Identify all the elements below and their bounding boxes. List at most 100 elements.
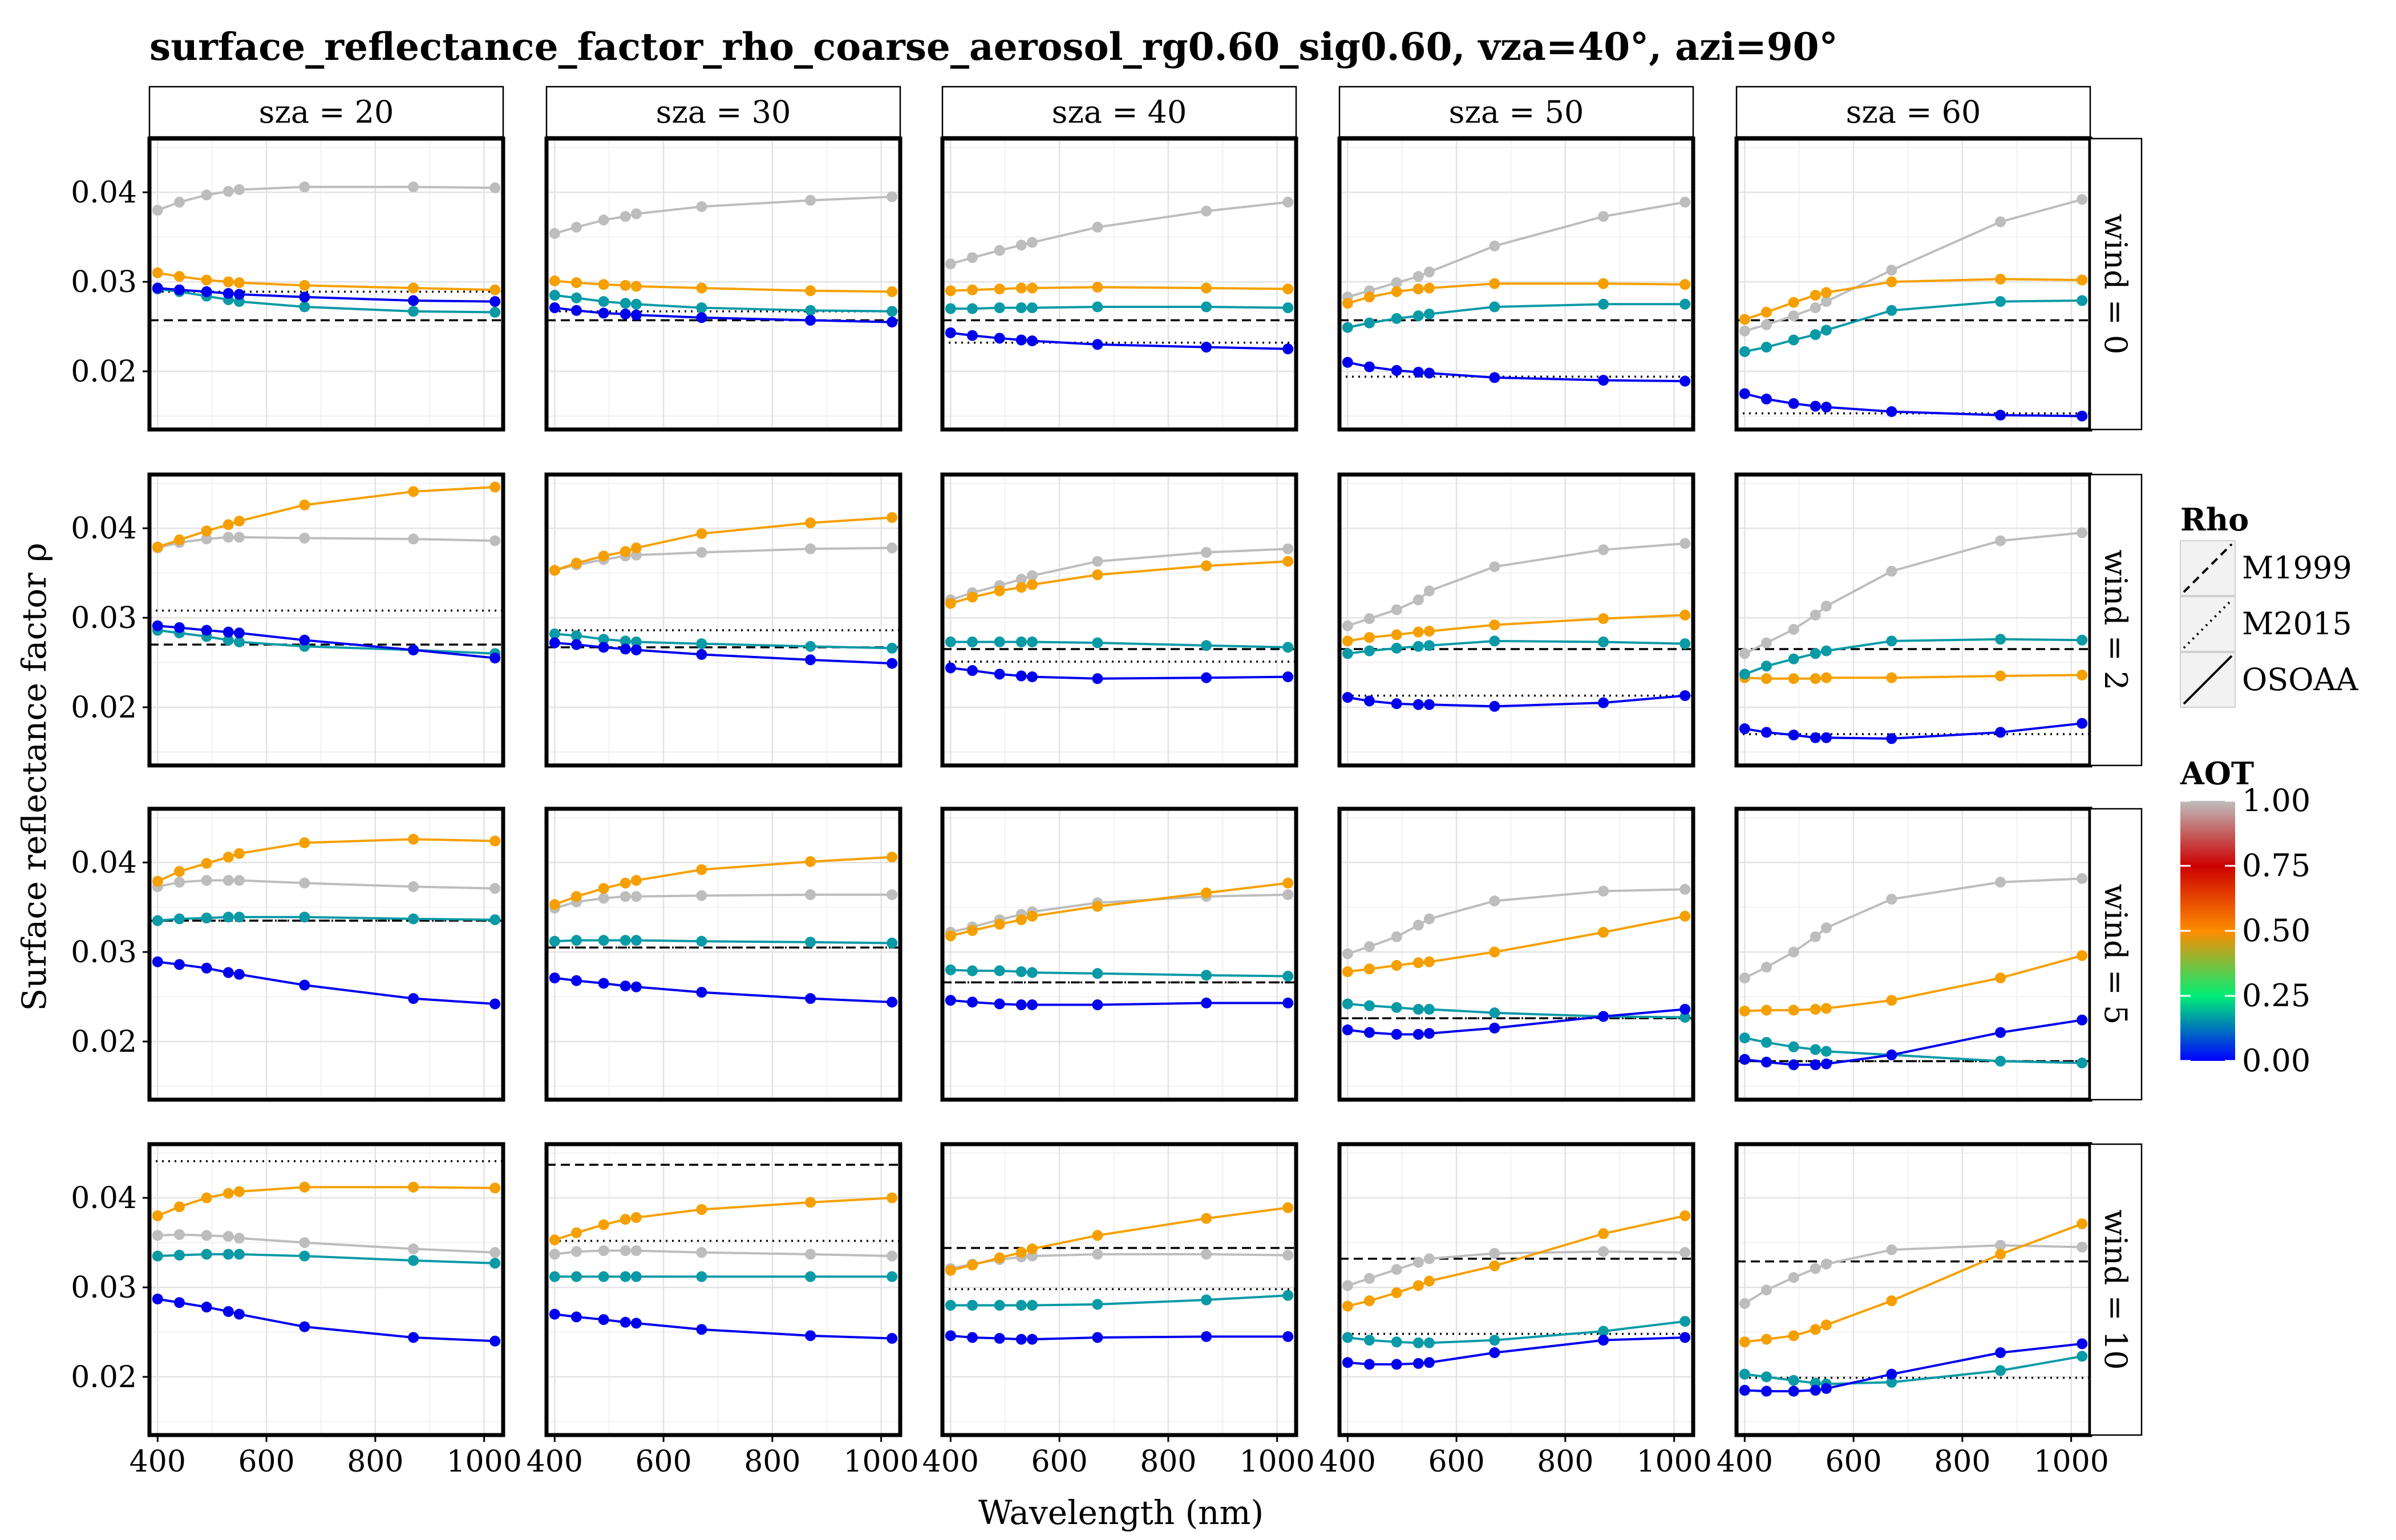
- data-point: [1489, 240, 1500, 252]
- data-point: [233, 911, 245, 923]
- data-point: [1995, 1027, 2006, 1038]
- data-point: [233, 627, 245, 639]
- y-tick-label: 0.02: [71, 691, 137, 725]
- data-point: [1788, 1272, 1799, 1283]
- legend-key-line: [2183, 543, 2233, 593]
- data-point: [1423, 1253, 1435, 1265]
- data-point: [1886, 893, 1897, 905]
- data-point: [1015, 1299, 1027, 1311]
- x-axis-title: Wavelength (nm): [978, 1493, 1264, 1532]
- data-point: [1423, 1357, 1435, 1368]
- data-point: [1342, 998, 1353, 1010]
- data-point: [1820, 402, 1832, 413]
- data-point: [696, 282, 707, 294]
- data-point: [1092, 999, 1103, 1011]
- data-point: [173, 534, 185, 546]
- data-point: [299, 291, 310, 303]
- row-strip-box: [2089, 137, 2143, 431]
- data-point: [630, 208, 642, 220]
- y-tick-label: 0.04: [71, 846, 137, 880]
- data-point: [1886, 406, 1897, 418]
- data-point: [201, 274, 212, 286]
- data-point: [945, 1265, 956, 1276]
- data-point: [598, 550, 609, 562]
- data-point: [620, 877, 631, 889]
- data-point: [1423, 309, 1435, 320]
- data-point: [1026, 910, 1038, 922]
- data-point: [173, 959, 185, 970]
- data-point: [408, 913, 419, 925]
- data-point: [1679, 538, 1691, 549]
- data-point: [1282, 671, 1294, 683]
- data-point: [1995, 1365, 2006, 1376]
- data-point: [233, 1186, 245, 1197]
- data-point: [222, 1231, 234, 1242]
- data-point: [1820, 1319, 1832, 1331]
- panel-data: [1737, 194, 2090, 422]
- data-point: [1391, 1264, 1402, 1275]
- data-point: [1342, 356, 1353, 368]
- data-point: [994, 636, 1005, 647]
- panel-data: [1737, 527, 2090, 744]
- data-point: [1412, 626, 1424, 638]
- x-tick-label: 800: [1537, 1445, 1593, 1479]
- data-point: [994, 1333, 1005, 1344]
- data-point: [1489, 946, 1500, 958]
- data-point: [805, 937, 816, 948]
- data-point: [299, 181, 310, 193]
- column-strip: sza = 20: [148, 86, 504, 138]
- data-point: [1739, 346, 1750, 357]
- data-point: [1342, 1024, 1353, 1036]
- data-point: [1739, 1298, 1750, 1309]
- data-point: [1282, 877, 1294, 889]
- data-point: [1886, 565, 1897, 577]
- data-point: [222, 287, 234, 299]
- data-point: [173, 877, 185, 888]
- data-point: [1201, 342, 1212, 353]
- data-point: [2077, 1057, 2088, 1069]
- data-point: [1282, 343, 1294, 355]
- data-point: [1598, 211, 1609, 222]
- data-point: [2077, 194, 2088, 205]
- data-point: [1788, 297, 1799, 308]
- data-point: [1015, 999, 1027, 1011]
- row-strip-box: [2089, 473, 2143, 767]
- data-point: [408, 306, 419, 317]
- data-point: [1342, 635, 1353, 647]
- data-point: [152, 541, 163, 553]
- data-point: [1282, 1290, 1294, 1301]
- panel-border: [1337, 136, 1695, 432]
- data-point: [173, 1229, 185, 1240]
- data-point: [1810, 1059, 1821, 1071]
- legend-rho-label: M2015: [2242, 606, 2352, 642]
- data-point: [1679, 1316, 1691, 1327]
- data-point: [1788, 334, 1799, 346]
- data-point: [887, 642, 898, 654]
- data-point: [1342, 648, 1353, 659]
- data-point: [233, 277, 245, 289]
- data-point: [598, 883, 609, 894]
- data-point: [1391, 277, 1402, 289]
- data-point: [620, 211, 631, 222]
- data-point: [1739, 1336, 1750, 1348]
- data-point: [1760, 727, 1772, 738]
- data-point: [1412, 1280, 1424, 1291]
- data-point: [1886, 733, 1897, 744]
- facet-panel: 400 600 800 1000: [1320, 1142, 1712, 1479]
- data-point: [1412, 957, 1424, 968]
- data-point: [1788, 946, 1799, 958]
- x-tick-label: 400: [1717, 1445, 1773, 1479]
- data-point: [1412, 271, 1424, 282]
- data-point: [945, 303, 956, 314]
- data-point: [2077, 634, 2088, 646]
- data-point: [1489, 619, 1500, 631]
- panel-data: [942, 1202, 1296, 1345]
- data-point: [489, 182, 501, 193]
- column-strip-label: sza = 30: [656, 94, 791, 130]
- x-tick-label: 800: [1140, 1445, 1196, 1479]
- data-point: [1026, 1243, 1038, 1255]
- data-point: [1015, 240, 1027, 251]
- data-point: [1810, 609, 1821, 621]
- panel-data: [1339, 1210, 1693, 1370]
- data-point: [1026, 1334, 1038, 1345]
